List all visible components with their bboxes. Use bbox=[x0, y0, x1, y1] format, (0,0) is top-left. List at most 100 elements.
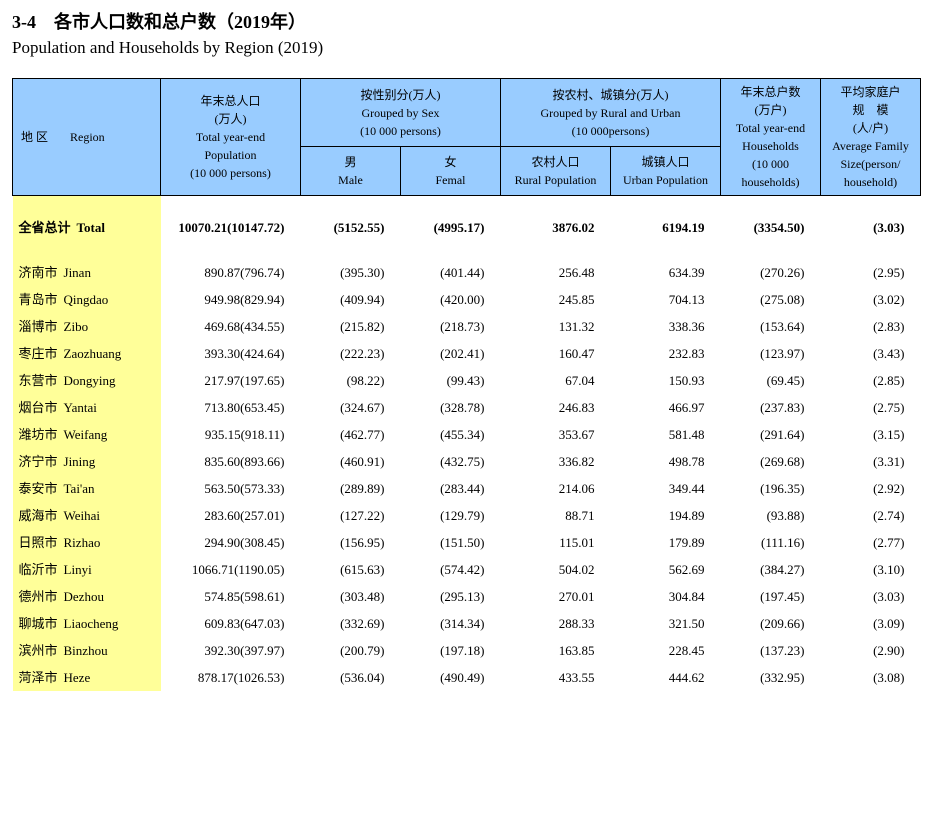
value-cell: 270.01 bbox=[501, 583, 611, 610]
value-cell: 444.62 bbox=[611, 664, 721, 691]
table-row: 德州市Dezhou574.85(598.61)(303.48)(295.13)2… bbox=[13, 583, 921, 610]
value-cell: 10070.21(10147.72) bbox=[161, 214, 301, 241]
value-cell: 67.04 bbox=[501, 367, 611, 394]
value-cell: (215.82) bbox=[301, 313, 401, 340]
value-cell: (536.04) bbox=[301, 664, 401, 691]
table-row: 枣庄市Zaozhuang393.30(424.64)(222.23)(202.4… bbox=[13, 340, 921, 367]
value-cell: (3.02) bbox=[821, 286, 921, 313]
value-cell: (137.23) bbox=[721, 637, 821, 664]
region-cell: 菏泽市Heze bbox=[13, 664, 161, 691]
value-cell: 353.67 bbox=[501, 421, 611, 448]
value-cell: (129.79) bbox=[401, 502, 501, 529]
value-cell: (409.94) bbox=[301, 286, 401, 313]
value-cell: 150.93 bbox=[611, 367, 721, 394]
value-cell: (3.08) bbox=[821, 664, 921, 691]
col-sex-group: 按性别分(万人) Grouped by Sex (10 000 persons) bbox=[301, 79, 501, 147]
table-row: 潍坊市Weifang935.15(918.11)(462.77)(455.34)… bbox=[13, 421, 921, 448]
region-cell: 聊城市Liaocheng bbox=[13, 610, 161, 637]
value-cell: 256.48 bbox=[501, 259, 611, 286]
value-cell: 469.68(434.55) bbox=[161, 313, 301, 340]
value-cell: (151.50) bbox=[401, 529, 501, 556]
value-cell: (324.67) bbox=[301, 394, 401, 421]
value-cell: 232.83 bbox=[611, 340, 721, 367]
value-cell: 163.85 bbox=[501, 637, 611, 664]
data-table: 地 区Region 年末总人口 (万人) Total year-end Popu… bbox=[12, 78, 921, 691]
region-cell: 枣庄市Zaozhuang bbox=[13, 340, 161, 367]
table-row: 全省总计Total10070.21(10147.72)(5152.55)(499… bbox=[13, 214, 921, 241]
value-cell: 228.45 bbox=[611, 637, 721, 664]
col-avg-size: 平均家庭户 规 模 (人/户) Average Family Size(pers… bbox=[821, 79, 921, 196]
value-cell: 115.01 bbox=[501, 529, 611, 556]
col-rural: 农村人口 Rural Population bbox=[501, 147, 611, 196]
value-cell: (303.48) bbox=[301, 583, 401, 610]
value-cell: (69.45) bbox=[721, 367, 821, 394]
value-cell: 878.17(1026.53) bbox=[161, 664, 301, 691]
region-cell: 东营市Dongying bbox=[13, 367, 161, 394]
value-cell: 321.50 bbox=[611, 610, 721, 637]
col-region: 地 区Region bbox=[13, 79, 161, 196]
value-cell: 194.89 bbox=[611, 502, 721, 529]
value-cell: (237.83) bbox=[721, 394, 821, 421]
value-cell: (209.66) bbox=[721, 610, 821, 637]
value-cell: 304.84 bbox=[611, 583, 721, 610]
region-cell: 淄博市Zibo bbox=[13, 313, 161, 340]
table-row: 淄博市Zibo469.68(434.55)(215.82)(218.73)131… bbox=[13, 313, 921, 340]
value-cell: 433.55 bbox=[501, 664, 611, 691]
value-cell: (111.16) bbox=[721, 529, 821, 556]
title-cn: 3-4 各市人口数和总户数（2019年） bbox=[12, 8, 917, 34]
value-cell: (401.44) bbox=[401, 259, 501, 286]
col-total-pop: 年末总人口 (万人) Total year-end Population (10… bbox=[161, 79, 301, 196]
value-cell: (123.97) bbox=[721, 340, 821, 367]
value-cell: (127.22) bbox=[301, 502, 401, 529]
value-cell: (269.68) bbox=[721, 448, 821, 475]
col-households: 年末总户数 (万户) Total year-end Households (10… bbox=[721, 79, 821, 196]
value-cell: 713.80(653.45) bbox=[161, 394, 301, 421]
value-cell: (2.95) bbox=[821, 259, 921, 286]
value-cell: (384.27) bbox=[721, 556, 821, 583]
value-cell: (196.35) bbox=[721, 475, 821, 502]
value-cell: 179.89 bbox=[611, 529, 721, 556]
value-cell: 131.32 bbox=[501, 313, 611, 340]
value-cell: (420.00) bbox=[401, 286, 501, 313]
value-cell: 217.97(197.65) bbox=[161, 367, 301, 394]
region-cell: 烟台市Yantai bbox=[13, 394, 161, 421]
value-cell: 283.60(257.01) bbox=[161, 502, 301, 529]
value-cell: 949.98(829.94) bbox=[161, 286, 301, 313]
region-cell: 滨州市Binzhou bbox=[13, 637, 161, 664]
region-cell: 临沂市Linyi bbox=[13, 556, 161, 583]
value-cell: (2.92) bbox=[821, 475, 921, 502]
value-cell: 563.50(573.33) bbox=[161, 475, 301, 502]
value-cell: (3.03) bbox=[821, 583, 921, 610]
value-cell: 3876.02 bbox=[501, 214, 611, 241]
value-cell: (289.89) bbox=[301, 475, 401, 502]
value-cell: (93.88) bbox=[721, 502, 821, 529]
table-row: 东营市Dongying217.97(197.65)(98.22)(99.43)6… bbox=[13, 367, 921, 394]
value-cell: (3.15) bbox=[821, 421, 921, 448]
region-cell: 济宁市Jining bbox=[13, 448, 161, 475]
value-cell: (574.42) bbox=[401, 556, 501, 583]
value-cell: (3.03) bbox=[821, 214, 921, 241]
value-cell: (153.64) bbox=[721, 313, 821, 340]
table-row: 烟台市Yantai713.80(653.45)(324.67)(328.78)2… bbox=[13, 394, 921, 421]
value-cell: (202.41) bbox=[401, 340, 501, 367]
table-row: 青岛市Qingdao949.98(829.94)(409.94)(420.00)… bbox=[13, 286, 921, 313]
region-cell: 日照市Rizhao bbox=[13, 529, 161, 556]
value-cell: (328.78) bbox=[401, 394, 501, 421]
value-cell: (490.49) bbox=[401, 664, 501, 691]
value-cell: (222.23) bbox=[301, 340, 401, 367]
value-cell: 562.69 bbox=[611, 556, 721, 583]
table-body: 全省总计Total10070.21(10147.72)(5152.55)(499… bbox=[13, 196, 921, 691]
value-cell: (4995.17) bbox=[401, 214, 501, 241]
region-cell: 全省总计Total bbox=[13, 214, 161, 241]
table-row: 菏泽市Heze878.17(1026.53)(536.04)(490.49)43… bbox=[13, 664, 921, 691]
value-cell: 160.47 bbox=[501, 340, 611, 367]
table-row: 聊城市Liaocheng609.83(647.03)(332.69)(314.3… bbox=[13, 610, 921, 637]
value-cell: (615.63) bbox=[301, 556, 401, 583]
table-row: 滨州市Binzhou392.30(397.97)(200.79)(197.18)… bbox=[13, 637, 921, 664]
value-cell: (5152.55) bbox=[301, 214, 401, 241]
region-cell: 青岛市Qingdao bbox=[13, 286, 161, 313]
table-header: 地 区Region 年末总人口 (万人) Total year-end Popu… bbox=[13, 79, 921, 196]
value-cell: (460.91) bbox=[301, 448, 401, 475]
value-cell: 336.82 bbox=[501, 448, 611, 475]
table-row: 日照市Rizhao294.90(308.45)(156.95)(151.50)1… bbox=[13, 529, 921, 556]
